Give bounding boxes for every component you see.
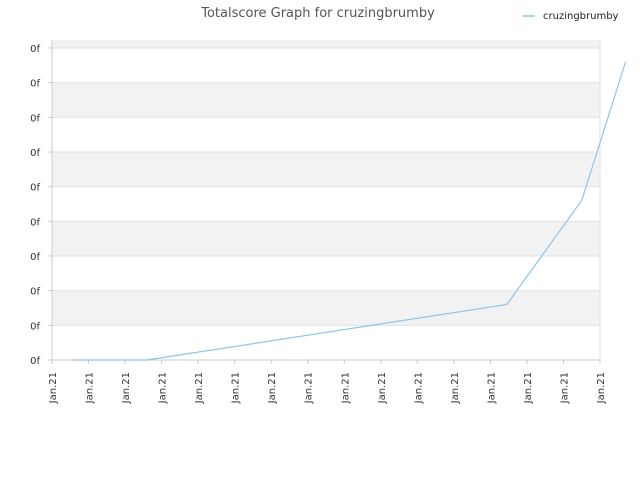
grid-band [52,221,600,256]
x-tick-label: Jan.21 [158,372,169,404]
x-tick-labels: Jan.21 Jan.21 Jan.21 Jan.21 Jan.21 Jan.21 Jan.… [48,372,607,404]
y-tick-label: 0f [30,79,40,90]
grid-band [52,40,600,48]
x-tick-label: Jan.21 [48,372,59,404]
x-tick-label: Jan.21 [413,372,424,404]
x-tick-label: Jan.21 [85,372,96,404]
x-tick-label: Jan.21 [231,372,242,404]
grid-band [52,82,600,118]
y-tick-label: 0f [30,148,40,159]
y-tick-label: 0f [30,356,40,367]
grid-band [52,290,600,326]
series-lines [72,61,627,361]
x-tick-label: Jan.21 [523,372,534,404]
x-tick-label: Jan.21 [194,372,205,404]
x-tick-label: Jan.21 [267,372,278,404]
y-tick-label: 0f [30,252,40,263]
x-tick-label: Jan.21 [304,372,315,404]
grid-band [52,48,600,83]
series-line-cruzingbrumby [72,61,627,361]
grid-band [52,186,600,222]
y-tick-label: 0f [30,113,40,124]
y-tick-label: 0f [30,183,40,194]
grid-band [52,117,600,152]
x-tick-label: Jan.21 [486,372,497,404]
y-tick-label: 0f [30,44,40,55]
x-tick-label: Jan.21 [377,372,388,404]
y-tick-labels: 0f 0f 0f 0f 0f 0f 0f 0f 0f 0f [30,44,40,367]
grid-band [52,256,600,291]
y-tick-label: 0f [30,287,40,298]
y-tick-label: 0f [30,321,40,332]
x-tick-label: Jan.21 [559,372,570,404]
x-tick-label: Jan.21 [340,372,351,404]
x-tick-label: Jan.21 [596,372,607,404]
x-tick-label: Jan.21 [121,372,132,404]
grid-band [52,152,600,187]
legend: cruzingbrumby [523,11,619,22]
x-tick-label: Jan.21 [450,372,461,404]
y-tick-label: 0f [30,217,40,228]
legend-label[interactable]: cruzingbrumby [543,11,619,22]
grid-bands [52,40,600,360]
grid-band [52,325,600,360]
gridlines [52,47,600,361]
chart-title: Totalscore Graph for cruzingbrumby [200,6,435,21]
